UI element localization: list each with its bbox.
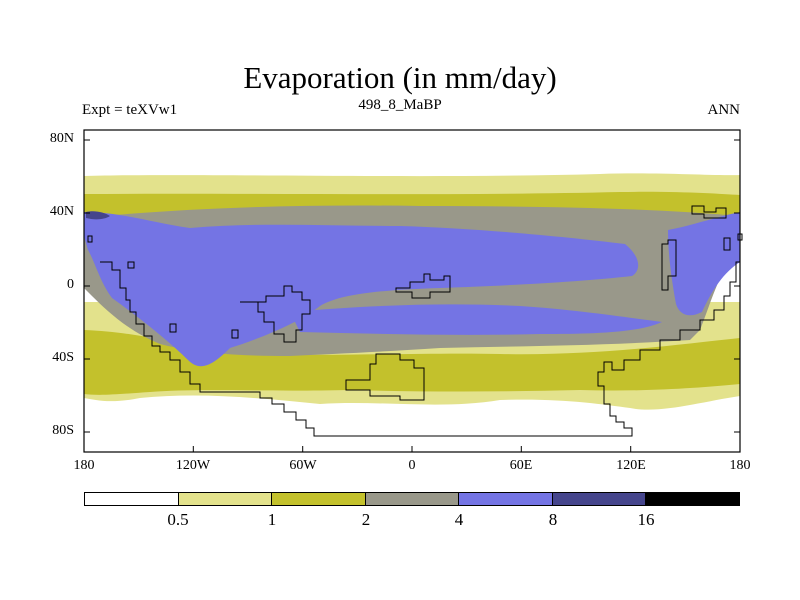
contour-fields bbox=[84, 130, 740, 452]
contour-4-8-southern bbox=[290, 304, 662, 335]
contour-4-8-pacific bbox=[668, 212, 740, 316]
coastline-north-island bbox=[691, 205, 727, 219]
lat-label-40n: 40N bbox=[49, 204, 74, 219]
colorbar-level-8: 8 bbox=[548, 510, 558, 529]
colorbar-level-1: 1 bbox=[267, 510, 277, 529]
experiment-label: Expt = teXVw1 bbox=[82, 102, 178, 118]
lat-label-80n: 80N bbox=[49, 131, 74, 146]
colorbar-swatch bbox=[85, 493, 179, 505]
colorbar bbox=[84, 492, 740, 506]
map-title: Evaporation (in mm/day) bbox=[243, 60, 557, 95]
coastline-equatorial-island bbox=[395, 273, 451, 299]
colorbar-level-2: 2 bbox=[361, 510, 371, 529]
lat-label-40s: 40S bbox=[52, 350, 74, 365]
colorbar-level-4: 4 bbox=[454, 510, 464, 529]
axis-ticks bbox=[83, 139, 741, 452]
coastline-east-strip bbox=[661, 239, 677, 291]
lon-label-180e: 180 bbox=[729, 458, 751, 473]
contour-8-16 bbox=[86, 211, 110, 220]
lon-label-60e: 60E bbox=[509, 458, 533, 473]
contour-1-2-south bbox=[84, 330, 740, 395]
colorbar-swatch bbox=[459, 493, 553, 505]
colorbar-swatch bbox=[552, 493, 647, 505]
coastline-central-block bbox=[240, 285, 311, 343]
colorbar-swatch bbox=[272, 493, 366, 505]
age-label: 498_8_MaBP bbox=[358, 97, 442, 113]
contour-4-8 bbox=[84, 212, 639, 367]
colorbar-swatch bbox=[646, 493, 740, 505]
lon-label-180w: 180 bbox=[73, 458, 95, 473]
continent-outlines bbox=[87, 205, 743, 437]
colorbar-swatch bbox=[178, 493, 273, 505]
lat-label-0: 0 bbox=[67, 277, 74, 292]
lat-label-80s: 80S bbox=[52, 423, 74, 438]
coastline-gondwana bbox=[100, 261, 740, 437]
coastline-small-islands bbox=[87, 233, 743, 339]
colorbar-swatch bbox=[365, 493, 460, 505]
colorbar-level-0.5: 0.5 bbox=[167, 510, 189, 529]
coastline-south-island bbox=[345, 353, 425, 401]
lon-label-60w: 60W bbox=[289, 458, 317, 473]
season-label: ANN bbox=[707, 102, 741, 118]
lon-label-120e: 120E bbox=[616, 458, 646, 473]
lon-label-120w: 120W bbox=[175, 458, 211, 473]
colorbar-level-16: 16 bbox=[637, 510, 655, 529]
lon-label-0: 0 bbox=[408, 458, 416, 473]
